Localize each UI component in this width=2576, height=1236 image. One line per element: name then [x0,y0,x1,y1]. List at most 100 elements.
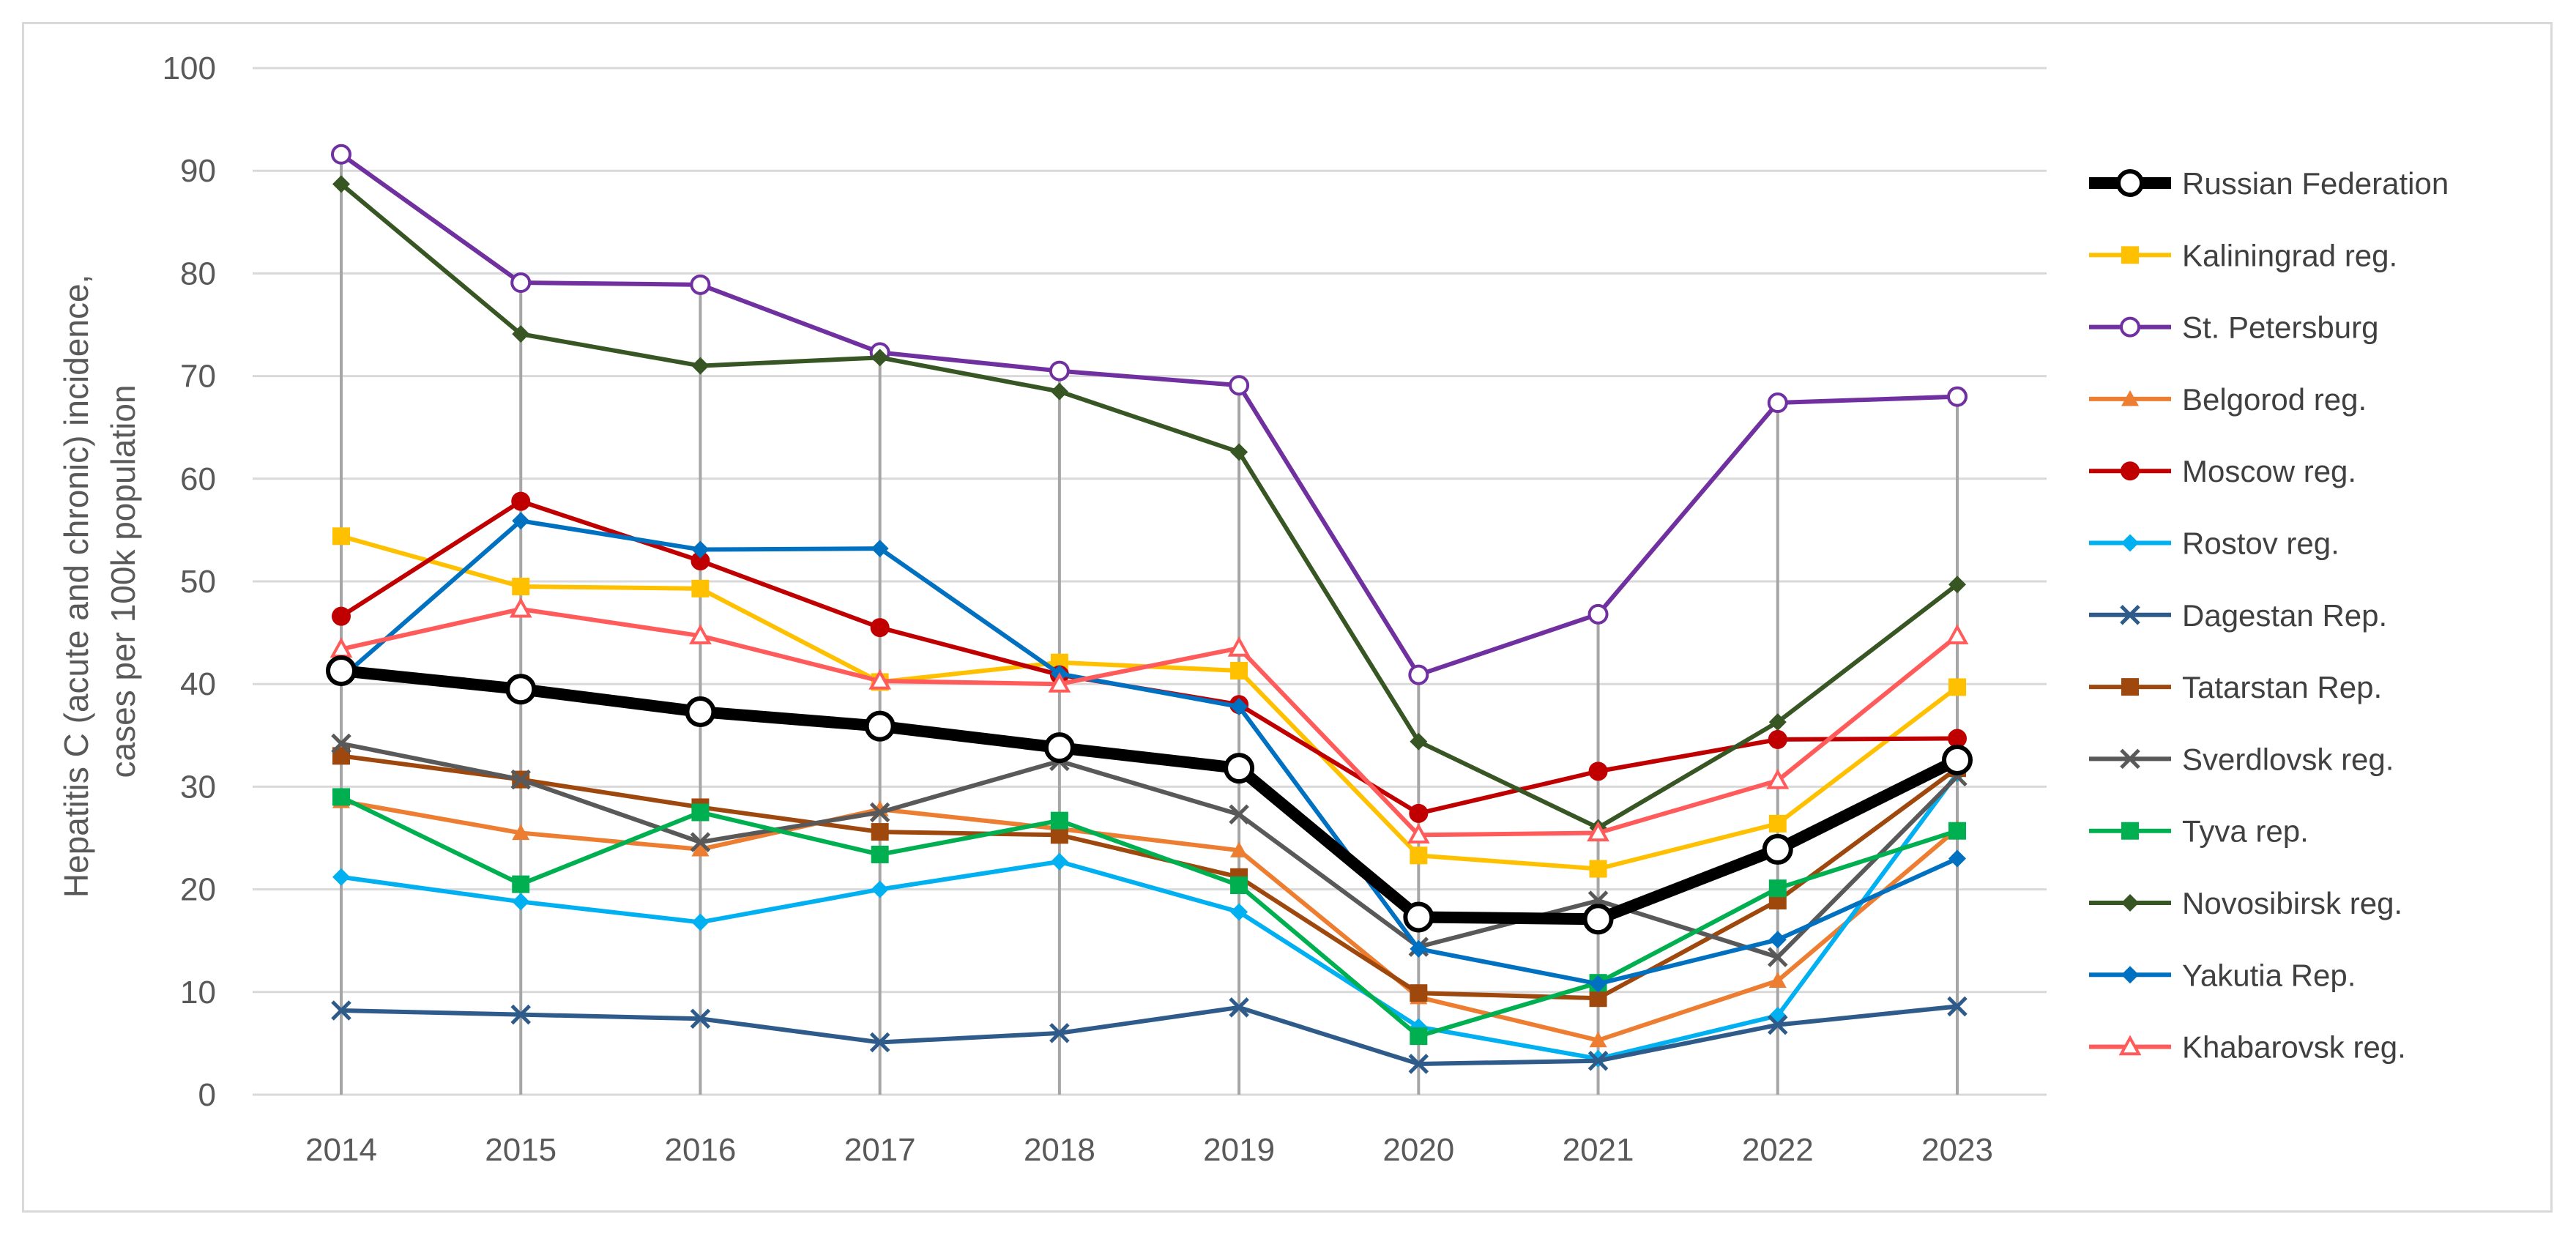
data-point [1230,661,1248,680]
data-point [871,540,889,558]
data-point [1948,822,1966,840]
legend-label: Tyva rep. [2182,814,2309,849]
data-point [512,824,530,841]
y-tick-label: 100 [163,51,216,86]
series-lines [326,144,1973,1074]
data-point [685,696,716,728]
legend-entry: Rostov reg. [2089,526,2339,561]
legend-label: Sverdlovsk reg. [2182,742,2394,776]
data-point [1050,382,1068,401]
y-axis-title-line-2: cases per 100k population [104,384,142,778]
series-line [340,182,1959,830]
series-dagestan-rep [331,996,1968,1074]
series-line [340,1004,1958,1066]
data-point [1229,804,1249,825]
series-line [340,665,1960,926]
x-tick-label: 2016 [664,1132,736,1168]
data-point [1230,903,1248,921]
data-point [1227,636,1251,657]
data-point [332,788,350,806]
data-point [1230,841,1248,857]
data-point [1768,713,1787,731]
legend-entry: Novosibirsk reg. [2089,886,2402,920]
legend-marker [2121,966,2139,984]
data-point [690,274,711,295]
series-russian-federation [326,655,1973,935]
data-point [510,769,531,790]
data-point [1946,624,1969,644]
x-tick-label: 2014 [305,1132,377,1168]
data-point [1224,753,1255,784]
data-point [1230,698,1248,716]
data-point [1408,664,1429,685]
legend-marker [2121,390,2139,406]
legend-label: Belgorod reg. [2182,382,2367,417]
data-point [691,540,710,559]
data-point [1768,972,1787,988]
data-point [871,823,889,841]
data-point [1762,833,1793,865]
x-tick-label: 2022 [1742,1132,1814,1168]
series-khabarovsk-reg [330,597,1969,844]
series-kaliningrad-reg [332,527,1966,878]
legend-label: Yakutia Rep. [2182,958,2356,992]
legend-label: Rostov reg. [2182,526,2339,561]
data-point [1410,1027,1428,1046]
data-point [1049,360,1070,381]
data-point [870,618,890,638]
data-point [869,802,890,823]
data-point [1050,852,1068,871]
data-point [1948,576,1966,594]
data-point [691,840,710,857]
legend-marker [2120,316,2140,338]
data-point [326,655,357,686]
legend-label: Dagestan Rep. [2182,598,2387,633]
data-point [1587,603,1609,625]
data-point [332,527,350,546]
legend-marker [2121,678,2139,696]
y-tick-label: 80 [180,256,216,291]
legend-label: Moscow reg. [2182,454,2356,488]
legend-label: St. Petersburg [2182,310,2378,345]
series-line [340,152,1958,677]
y-tick-label: 20 [180,872,216,908]
data-point [1947,996,1968,1017]
legend-label: Russian Federation [2182,166,2449,201]
data-point [1942,744,1973,775]
legend: Russian Federation Kaliningrad reg. St. Pe… [2089,166,2449,1065]
data-point [1768,947,1788,967]
legend-entry: Kaliningrad reg. [2089,238,2397,272]
data-point [691,357,710,375]
data-point [511,491,531,511]
y-tick-label: 30 [180,769,216,805]
legend-marker [2116,169,2144,197]
legend-entry: Sverdlovsk reg. [2089,742,2394,776]
y-tick-label: 40 [180,666,216,702]
data-point [1048,672,1071,693]
data-point [871,349,889,367]
data-point [1229,997,1249,1018]
data-point [1768,931,1787,949]
legend-entry: St. Petersburg [2089,310,2378,345]
x-tick-label: 2019 [1203,1132,1275,1168]
legend-marker [2118,1035,2142,1056]
legend-entry: Khabarovsk reg. [2089,1030,2406,1065]
data-point [1229,375,1250,396]
y-tick-label: 70 [180,359,216,395]
grid-layer [253,67,2047,1096]
series-yakutia-rep [332,512,1966,993]
data-point [1587,1050,1609,1071]
data-point [510,272,532,294]
data-point [1409,803,1429,823]
legend-marker [2121,894,2139,912]
data-point [1230,443,1248,461]
y-tick-label: 0 [198,1077,216,1113]
series-moscow-reg [332,491,1967,823]
data-point [1410,732,1428,751]
data-point [1410,984,1428,1002]
y-axis-title-line-1: Hepatitis C (acute and chronic) incidenc… [57,275,95,898]
data-point [1768,729,1787,749]
series-tyva-rep [332,788,1966,1046]
series-line [340,794,1958,1039]
data-point [1768,814,1787,833]
